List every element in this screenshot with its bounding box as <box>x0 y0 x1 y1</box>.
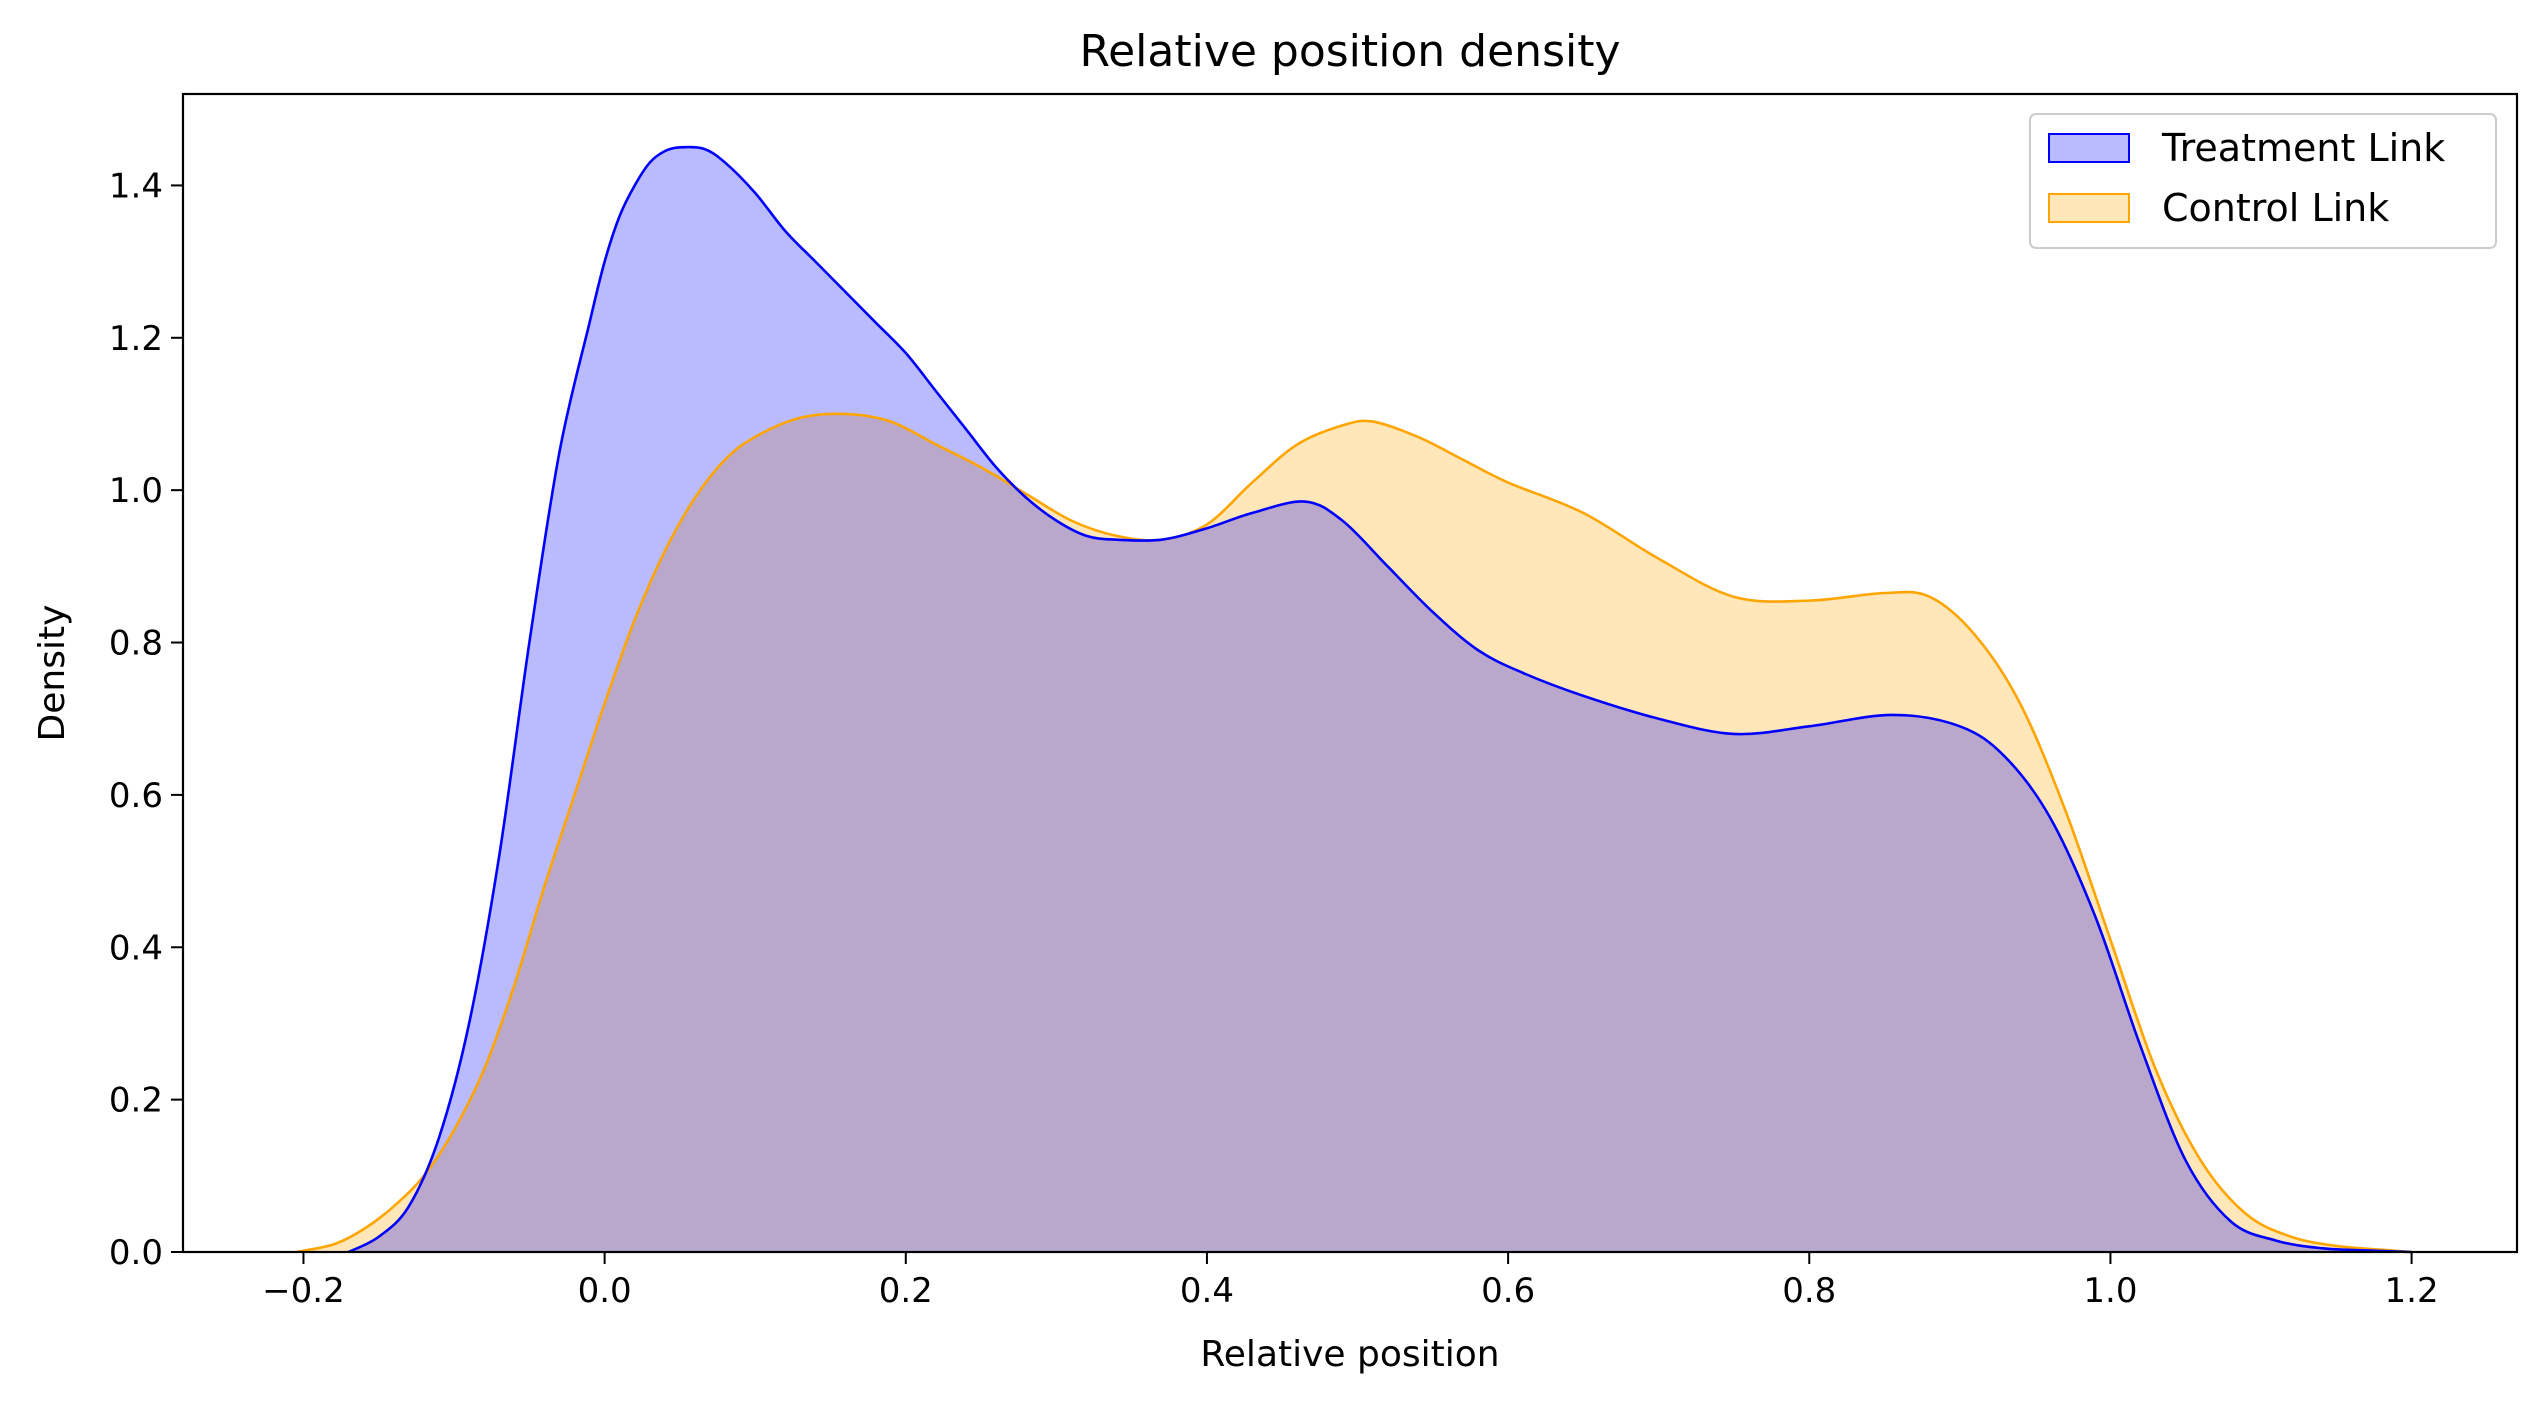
y-tick-label: 0.6 <box>109 776 163 816</box>
x-axis: −0.2 0.0 0.2 0.4 0.6 0.8 1.0 1.2 <box>262 1252 2439 1311</box>
y-axis-label: Density <box>32 605 73 742</box>
y-axis: 0.0 0.2 0.4 0.6 0.8 1.0 1.2 1.4 <box>109 166 183 1273</box>
series-layer <box>295 145 2412 1254</box>
density-fill-treatment <box>348 146 2412 1253</box>
legend-swatch-control <box>2048 193 2130 223</box>
y-tick-label: 0.0 <box>109 1233 163 1273</box>
legend-label-treatment: Treatment Link <box>2161 126 2445 170</box>
y-tick-label: 0.4 <box>109 928 163 968</box>
x-axis-label: Relative position <box>1200 1334 1499 1375</box>
x-tick-label: −0.2 <box>262 1271 345 1311</box>
chart-title: Relative position density <box>1079 26 1620 77</box>
density-line-treatment <box>348 145 2412 1254</box>
y-tick-label: 0.8 <box>109 624 163 664</box>
y-tick-label: 0.2 <box>109 1081 163 1121</box>
y-tick-label: 1.2 <box>109 319 163 359</box>
x-tick-label: 0.8 <box>1782 1271 1836 1311</box>
y-tick-label: 1.0 <box>109 471 163 511</box>
x-tick-label: 0.6 <box>1481 1271 1535 1311</box>
legend-frame <box>2029 113 2497 249</box>
legend: Treatment Link Control Link <box>2029 113 2497 249</box>
y-tick-label: 1.4 <box>109 166 163 206</box>
x-tick-label: 0.4 <box>1180 1271 1234 1311</box>
density-fill-control <box>295 413 2412 1252</box>
plot-frame <box>181 92 2519 1254</box>
legend-swatch-treatment <box>2048 133 2130 163</box>
legend-label-control: Control Link <box>2162 186 2389 230</box>
x-tick-label: 0.0 <box>578 1271 632 1311</box>
x-tick-label: 1.0 <box>2083 1271 2137 1311</box>
x-tick-label: 0.2 <box>879 1271 933 1311</box>
x-tick-label: 1.2 <box>2385 1271 2439 1311</box>
density-line-control <box>295 412 2412 1254</box>
